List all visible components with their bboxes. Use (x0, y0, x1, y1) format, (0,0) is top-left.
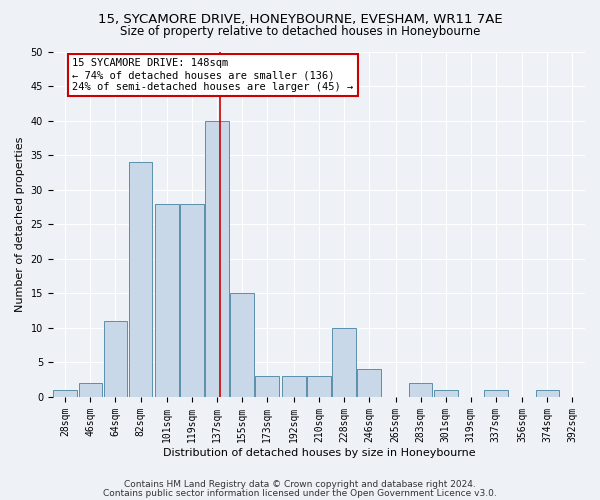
Bar (256, 376, 279, 397)
X-axis label: Distribution of detached houses by size in Honeybourne: Distribution of detached houses by size … (163, 448, 475, 458)
Bar (79, 383, 102, 397)
Bar (484, 390, 508, 397)
Bar (205, 120, 229, 397)
Bar (155, 204, 179, 397)
Bar (282, 376, 305, 397)
Bar (104, 321, 127, 397)
Text: 15, SYCAMORE DRIVE, HONEYBOURNE, EVESHAM, WR11 7AE: 15, SYCAMORE DRIVE, HONEYBOURNE, EVESHAM… (98, 12, 502, 26)
Bar (180, 204, 204, 397)
Bar (332, 328, 356, 397)
Bar (307, 376, 331, 397)
Bar (434, 390, 458, 397)
Bar (53, 390, 77, 397)
Y-axis label: Number of detached properties: Number of detached properties (15, 136, 25, 312)
Bar (129, 162, 152, 397)
Text: Contains HM Land Registry data © Crown copyright and database right 2024.: Contains HM Land Registry data © Crown c… (124, 480, 476, 489)
Bar (536, 390, 559, 397)
Text: Size of property relative to detached houses in Honeybourne: Size of property relative to detached ho… (120, 25, 480, 38)
Bar (357, 370, 381, 397)
Text: 15 SYCAMORE DRIVE: 148sqm
← 74% of detached houses are smaller (136)
24% of semi: 15 SYCAMORE DRIVE: 148sqm ← 74% of detac… (72, 58, 353, 92)
Bar (409, 383, 433, 397)
Text: Contains public sector information licensed under the Open Government Licence v3: Contains public sector information licen… (103, 488, 497, 498)
Bar (230, 294, 254, 397)
